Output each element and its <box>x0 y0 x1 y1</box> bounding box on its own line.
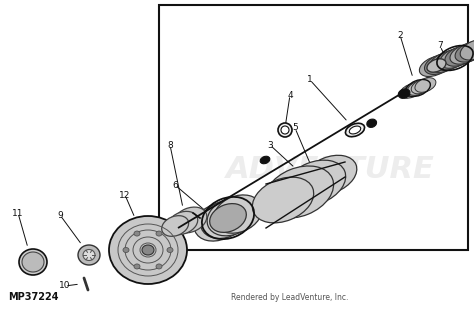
Ellipse shape <box>440 48 470 68</box>
Ellipse shape <box>19 249 47 275</box>
Ellipse shape <box>123 248 129 252</box>
Ellipse shape <box>278 123 292 137</box>
Ellipse shape <box>207 197 255 236</box>
Text: 1: 1 <box>307 75 313 84</box>
Ellipse shape <box>398 89 410 98</box>
Text: 5: 5 <box>292 124 298 133</box>
Ellipse shape <box>400 84 421 98</box>
Text: 2: 2 <box>397 31 403 40</box>
Ellipse shape <box>194 203 242 241</box>
Ellipse shape <box>415 78 436 92</box>
Text: 4: 4 <box>287 91 293 99</box>
Ellipse shape <box>349 126 361 134</box>
Ellipse shape <box>367 119 376 127</box>
Text: 9: 9 <box>57 210 63 219</box>
Ellipse shape <box>408 81 428 95</box>
Ellipse shape <box>260 156 270 164</box>
Ellipse shape <box>427 59 446 72</box>
Ellipse shape <box>419 56 450 77</box>
Ellipse shape <box>167 248 173 252</box>
Text: 11: 11 <box>12 209 24 218</box>
Ellipse shape <box>142 245 154 255</box>
Ellipse shape <box>167 211 198 235</box>
Ellipse shape <box>156 231 162 236</box>
Ellipse shape <box>22 252 44 272</box>
Ellipse shape <box>162 216 189 236</box>
Text: Rendered by LeadVenture, Inc.: Rendered by LeadVenture, Inc. <box>231 293 349 302</box>
Ellipse shape <box>173 207 207 233</box>
Ellipse shape <box>264 166 334 218</box>
Ellipse shape <box>109 216 187 284</box>
Ellipse shape <box>134 231 140 236</box>
Ellipse shape <box>404 82 425 97</box>
Ellipse shape <box>346 123 365 137</box>
Ellipse shape <box>201 200 249 239</box>
Text: 3: 3 <box>267 141 273 150</box>
Ellipse shape <box>134 264 140 269</box>
Ellipse shape <box>156 264 162 269</box>
Text: 12: 12 <box>119 191 131 200</box>
Ellipse shape <box>303 155 357 195</box>
Ellipse shape <box>460 40 474 60</box>
Ellipse shape <box>435 50 465 70</box>
Ellipse shape <box>284 160 346 206</box>
Ellipse shape <box>425 54 455 74</box>
Ellipse shape <box>429 52 460 72</box>
Ellipse shape <box>83 249 95 260</box>
Ellipse shape <box>445 46 474 66</box>
Text: MP37224: MP37224 <box>8 292 58 302</box>
Ellipse shape <box>78 245 100 265</box>
Ellipse shape <box>411 79 432 94</box>
Text: 10: 10 <box>59 281 71 290</box>
Ellipse shape <box>455 41 474 62</box>
Text: 8: 8 <box>167 141 173 150</box>
Ellipse shape <box>450 44 474 64</box>
Ellipse shape <box>210 204 246 232</box>
Text: 7: 7 <box>437 41 443 50</box>
Ellipse shape <box>252 177 314 223</box>
Ellipse shape <box>281 126 289 134</box>
Bar <box>159 5 468 250</box>
Text: ADVENTURE: ADVENTURE <box>226 155 435 184</box>
Ellipse shape <box>214 195 262 233</box>
Text: 6: 6 <box>172 180 178 189</box>
